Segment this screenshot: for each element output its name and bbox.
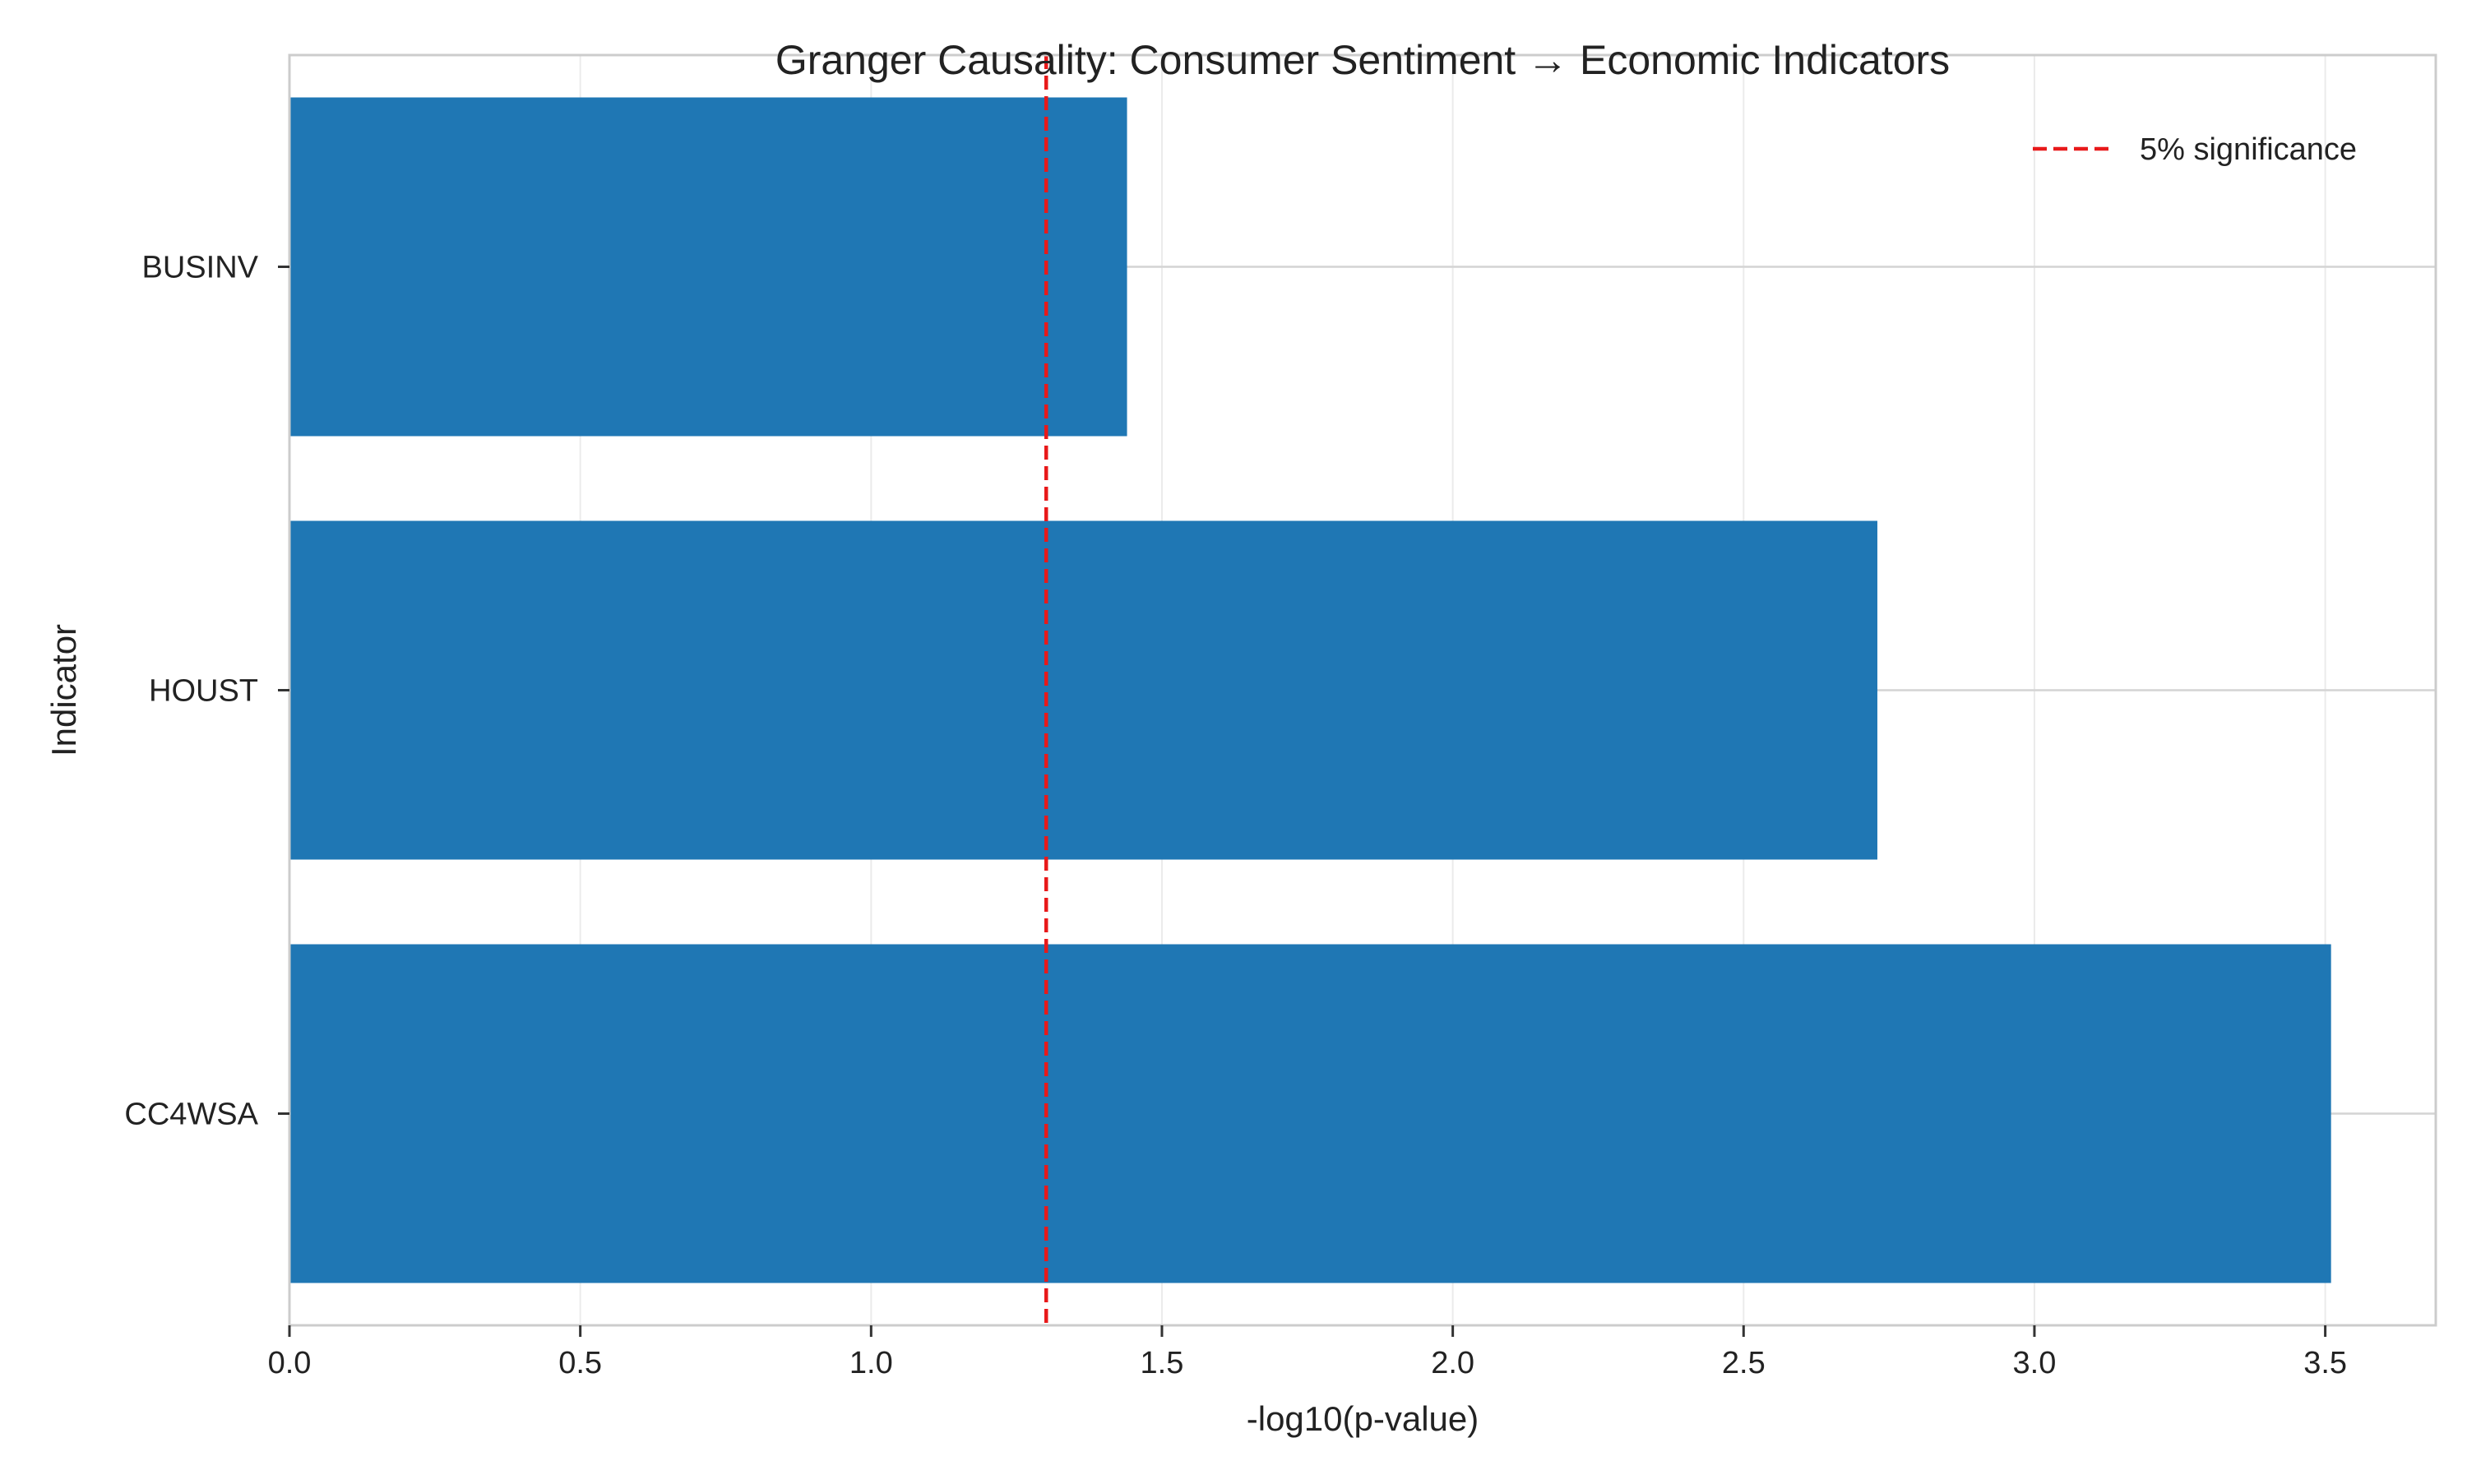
x-tick-label: 0.5 bbox=[558, 1346, 602, 1380]
x-tick-label: 3.0 bbox=[2013, 1346, 2057, 1380]
bar-cc4wsa bbox=[289, 944, 2331, 1283]
x-tick-label: 2.0 bbox=[1431, 1346, 1474, 1380]
x-tick-label: 0.0 bbox=[268, 1346, 312, 1380]
y-axis-label: Indicator bbox=[44, 624, 83, 756]
x-tick-label: 1.0 bbox=[849, 1346, 893, 1380]
x-tick-label: 3.5 bbox=[2303, 1346, 2347, 1380]
x-tick-label: 2.5 bbox=[1722, 1346, 1766, 1380]
bar-businv bbox=[289, 97, 1127, 437]
x-axis-label: -log10(p-value) bbox=[1247, 1399, 1479, 1438]
legend: 5% significance bbox=[2033, 132, 2357, 167]
bars-layer bbox=[289, 97, 2331, 1283]
y-tick-label: HOUST bbox=[149, 674, 258, 709]
y-tick-label: CC4WSA bbox=[124, 1098, 258, 1132]
x-tick-label: 1.5 bbox=[1141, 1346, 1184, 1380]
chart-title: Granger Causality: Consumer Sentiment → … bbox=[775, 37, 1950, 83]
legend-label: 5% significance bbox=[2140, 132, 2357, 167]
ticks-layer: 0.0 0.5 1.0 1.5 2.0 2.5 3.0 3.5 BUSINV HOUST CC4WS… bbox=[124, 251, 2347, 1381]
bar-houst bbox=[289, 520, 1877, 860]
y-tick-label: BUSINV bbox=[142, 251, 259, 285]
